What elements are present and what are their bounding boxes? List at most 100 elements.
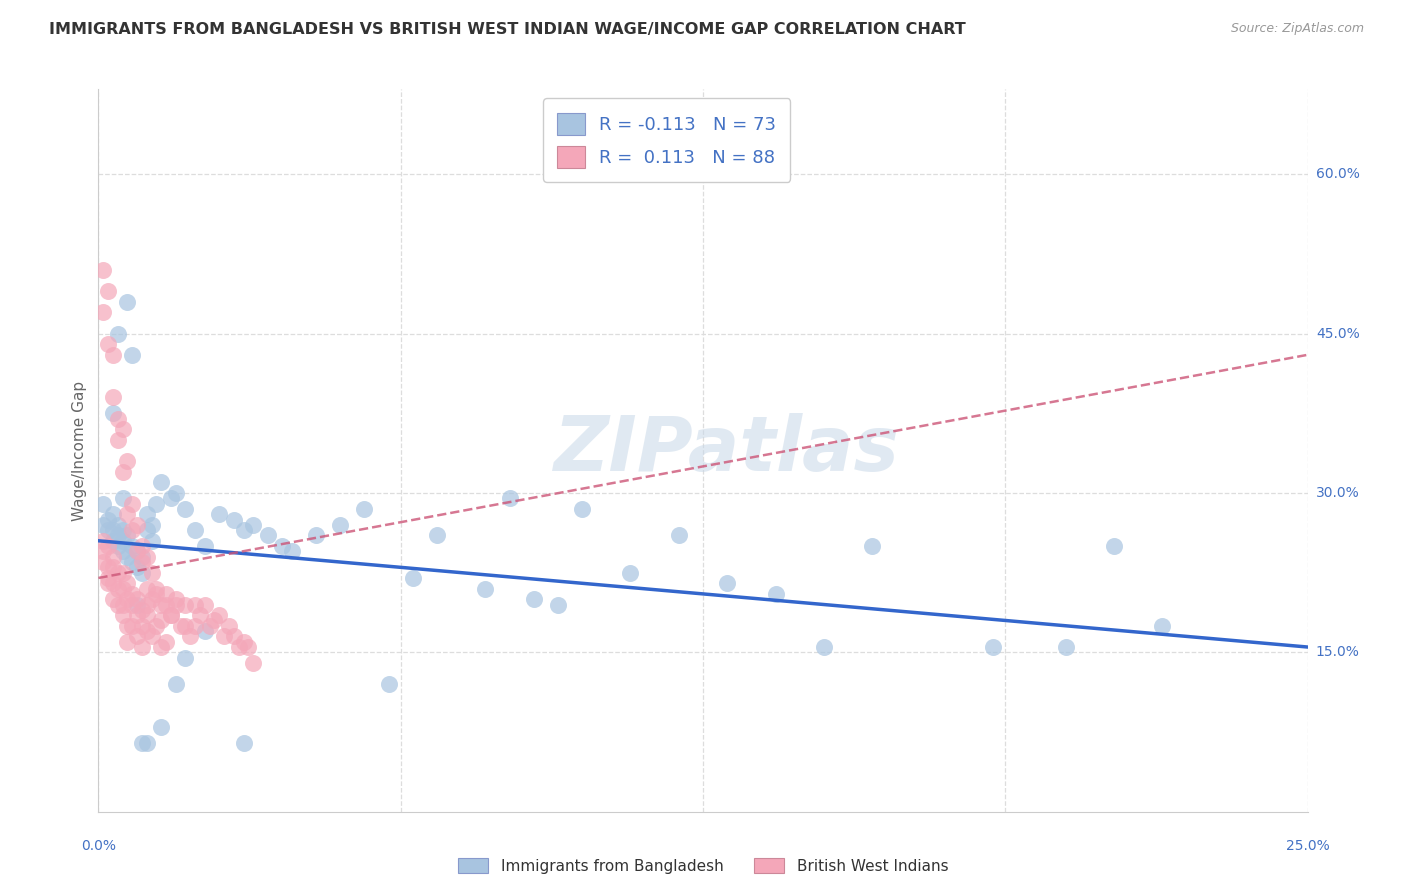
Point: [160, 608, 183, 623]
Point: [145, 582, 167, 596]
Point: [184, 598, 207, 612]
Point: [169, 619, 191, 633]
Legend: Immigrants from Bangladesh, British West Indians: Immigrants from Bangladesh, British West…: [451, 852, 955, 880]
Point: [117, 634, 139, 648]
Point: [107, 539, 129, 553]
Point: [188, 608, 211, 623]
Point: [97, 571, 120, 585]
Point: [150, 475, 173, 490]
Point: [121, 348, 143, 362]
Point: [228, 640, 250, 654]
Point: [127, 544, 149, 558]
Text: 0.0%: 0.0%: [82, 839, 115, 854]
Point: [813, 640, 835, 654]
Point: [127, 544, 149, 558]
Point: [377, 677, 399, 691]
Text: 45.0%: 45.0%: [1316, 326, 1360, 341]
Point: [107, 598, 129, 612]
Point: [131, 619, 153, 633]
Point: [121, 523, 143, 537]
Point: [111, 544, 134, 558]
Point: [117, 592, 139, 607]
Point: [131, 539, 153, 553]
Point: [107, 326, 129, 341]
Point: [232, 523, 254, 537]
Point: [174, 619, 197, 633]
Point: [101, 533, 124, 548]
Point: [329, 517, 352, 532]
Point: [155, 598, 177, 612]
Point: [242, 517, 264, 532]
Point: [101, 523, 124, 537]
Point: [117, 294, 139, 309]
Point: [1152, 619, 1174, 633]
Point: [107, 528, 129, 542]
Point: [145, 619, 167, 633]
Point: [184, 619, 207, 633]
Point: [281, 544, 304, 558]
Point: [212, 629, 235, 643]
Point: [91, 305, 114, 319]
Point: [91, 544, 114, 558]
Point: [232, 736, 254, 750]
Point: [107, 411, 129, 425]
Point: [97, 512, 120, 526]
Y-axis label: Wage/Income Gap: Wage/Income Gap: [72, 380, 87, 521]
Point: [121, 555, 143, 569]
Point: [127, 629, 149, 643]
Point: [111, 582, 134, 596]
Text: 15.0%: 15.0%: [1316, 645, 1360, 659]
Point: [668, 528, 690, 542]
Point: [208, 608, 231, 623]
Point: [101, 390, 124, 404]
Point: [111, 608, 134, 623]
Point: [135, 608, 157, 623]
Point: [194, 539, 217, 553]
Point: [1054, 640, 1077, 654]
Point: [402, 571, 425, 585]
Point: [155, 634, 177, 648]
Point: [160, 491, 183, 506]
Point: [165, 677, 187, 691]
Text: ZIPatlas: ZIPatlas: [554, 414, 900, 487]
Point: [97, 337, 120, 351]
Point: [353, 502, 375, 516]
Point: [619, 566, 641, 580]
Point: [97, 284, 120, 298]
Text: IMMIGRANTS FROM BANGLADESH VS BRITISH WEST INDIAN WAGE/INCOME GAP CORRELATION CH: IMMIGRANTS FROM BANGLADESH VS BRITISH WE…: [49, 22, 966, 37]
Point: [145, 497, 167, 511]
Point: [131, 549, 153, 564]
Point: [111, 598, 134, 612]
Point: [135, 624, 157, 639]
Point: [117, 576, 139, 591]
Point: [91, 517, 114, 532]
Point: [204, 614, 226, 628]
Point: [194, 624, 217, 639]
Point: [765, 587, 787, 601]
Point: [117, 454, 139, 468]
Point: [101, 549, 124, 564]
Point: [860, 539, 883, 553]
Point: [101, 576, 124, 591]
Point: [135, 598, 157, 612]
Text: 60.0%: 60.0%: [1316, 167, 1360, 181]
Point: [97, 560, 120, 574]
Point: [101, 507, 124, 521]
Point: [165, 598, 187, 612]
Point: [117, 619, 139, 633]
Point: [174, 502, 197, 516]
Point: [174, 598, 197, 612]
Point: [155, 587, 177, 601]
Legend: R = -0.113   N = 73, R =  0.113   N = 88: R = -0.113 N = 73, R = 0.113 N = 88: [543, 98, 790, 182]
Point: [121, 497, 143, 511]
Point: [716, 576, 738, 591]
Point: [242, 656, 264, 670]
Point: [150, 640, 173, 654]
Point: [571, 502, 593, 516]
Point: [127, 598, 149, 612]
Point: [107, 582, 129, 596]
Point: [218, 619, 240, 633]
Point: [131, 603, 153, 617]
Point: [150, 720, 173, 734]
Point: [160, 608, 183, 623]
